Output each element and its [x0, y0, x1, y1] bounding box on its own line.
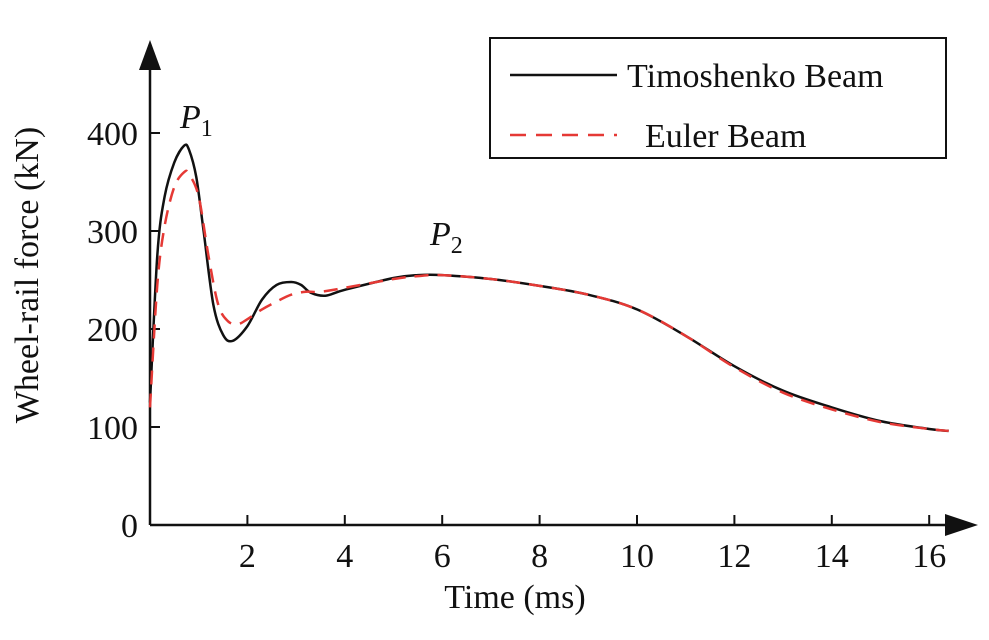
annotation-p2-sub: 2 [451, 233, 463, 259]
x-tick-label: 6 [434, 538, 451, 575]
series-line-euler-beam [148, 169, 949, 433]
annotation-p1-sub: 1 [201, 116, 213, 142]
y-tick-label: 200 [87, 312, 138, 349]
series-line-timoshenko-beam [148, 143, 949, 433]
y-axis-title: Wheel-rail force (kN) [9, 127, 46, 423]
y-axis-arrow [139, 40, 161, 70]
annotation-p2-letter: P [429, 216, 451, 253]
annotation-p2: P2 [429, 216, 463, 259]
x-tick-label: 10 [620, 538, 654, 575]
x-tick-label: 2 [239, 538, 256, 575]
legend-label-euler: Euler Beam [645, 118, 806, 155]
legend-box [489, 37, 947, 159]
x-tick-label: 8 [531, 538, 548, 575]
legend-label-timoshenko: Timoshenko Beam [627, 58, 884, 95]
x-tick-label: 14 [815, 538, 849, 575]
x-tick-label: 12 [717, 538, 751, 575]
x-axis-title: Time (ms) [444, 579, 585, 616]
y-tick-label: 0 [121, 508, 138, 545]
series-layer [148, 143, 949, 433]
legend: Timoshenko Beam Euler Beam [489, 37, 947, 159]
annotation-p1: P1 [179, 99, 213, 142]
y-tick-label: 100 [87, 410, 138, 447]
annotation-p1-letter: P [179, 99, 201, 136]
x-axis-arrow [945, 514, 978, 536]
x-tick-label: 4 [336, 538, 353, 575]
x-tick-label: 16 [912, 538, 946, 575]
y-tick-label: 400 [87, 116, 138, 153]
y-tick-label: 300 [87, 214, 138, 251]
